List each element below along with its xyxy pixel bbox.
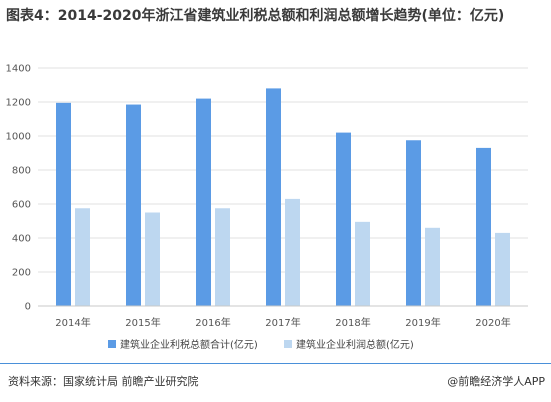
bar-series-2 — [355, 221, 370, 306]
bar-series-1 — [336, 132, 351, 306]
bar-series-2 — [425, 227, 440, 306]
legend-item-series-1: 建筑业企业利税总额合计(亿元) — [108, 336, 258, 351]
legend-swatch — [284, 339, 292, 348]
bar-series-1 — [266, 88, 281, 307]
y-tick-label: 200 — [12, 268, 31, 279]
bar-series-2 — [495, 232, 510, 306]
x-tick-label: 2020年 — [475, 316, 510, 329]
footer: 资料来源：国家统计局 前瞻产业研究院 @前瞻经济学人APP — [0, 370, 551, 390]
legend-swatch — [108, 339, 116, 348]
chart-title: 图表4：2014-2020年浙江省建筑业利税总额和利润总额增长趋势(单位：亿元) — [6, 8, 505, 24]
footer-divider — [0, 363, 551, 364]
bar-chart: 0 200 400 600 800 1000 1200 1400 2014年 2015年 2016年… — [6, 64, 528, 329]
source-text: 资料来源：国家统计局 前瞻产业研究院 — [8, 375, 199, 388]
legend-label: 建筑业企业利税总额合计(亿元) — [120, 340, 258, 351]
y-tick-label: 800 — [12, 166, 31, 177]
x-tick-label: 2014年 — [55, 316, 90, 329]
y-tick-label: 1000 — [6, 132, 31, 143]
x-tick-label: 2019年 — [405, 316, 440, 329]
x-tick-label: 2018年 — [335, 316, 370, 329]
legend-item-series-2: 建筑业企业利润总额(亿元) — [284, 336, 414, 351]
y-tick-label: 1400 — [6, 64, 31, 75]
bar-series-1 — [196, 98, 211, 306]
y-tick-label: 0 — [25, 302, 31, 313]
bar-series-2 — [75, 208, 90, 306]
y-tick-label: 400 — [12, 234, 31, 245]
bar-series-1 — [56, 102, 71, 306]
bar-series-1 — [126, 104, 141, 306]
legend-label: 建筑业企业利润总额(亿元) — [296, 340, 414, 351]
x-tick-label: 2015年 — [125, 316, 160, 329]
y-tick-label: 1200 — [6, 98, 31, 109]
bar-series-2 — [215, 208, 230, 306]
bar-series-1 — [406, 140, 421, 306]
bar-series-1 — [476, 147, 491, 306]
bar-series-2 — [285, 198, 300, 306]
x-tick-label: 2016年 — [195, 316, 230, 329]
x-tick-label: 2017年 — [265, 316, 300, 329]
brand-text: @前瞻经济学人APP — [447, 375, 545, 388]
chart-legend: 建筑业企业利税总额合计(亿元) 建筑业企业利润总额(亿元) — [0, 336, 551, 352]
y-tick-label: 600 — [12, 200, 31, 211]
bar-series-2 — [145, 212, 160, 306]
